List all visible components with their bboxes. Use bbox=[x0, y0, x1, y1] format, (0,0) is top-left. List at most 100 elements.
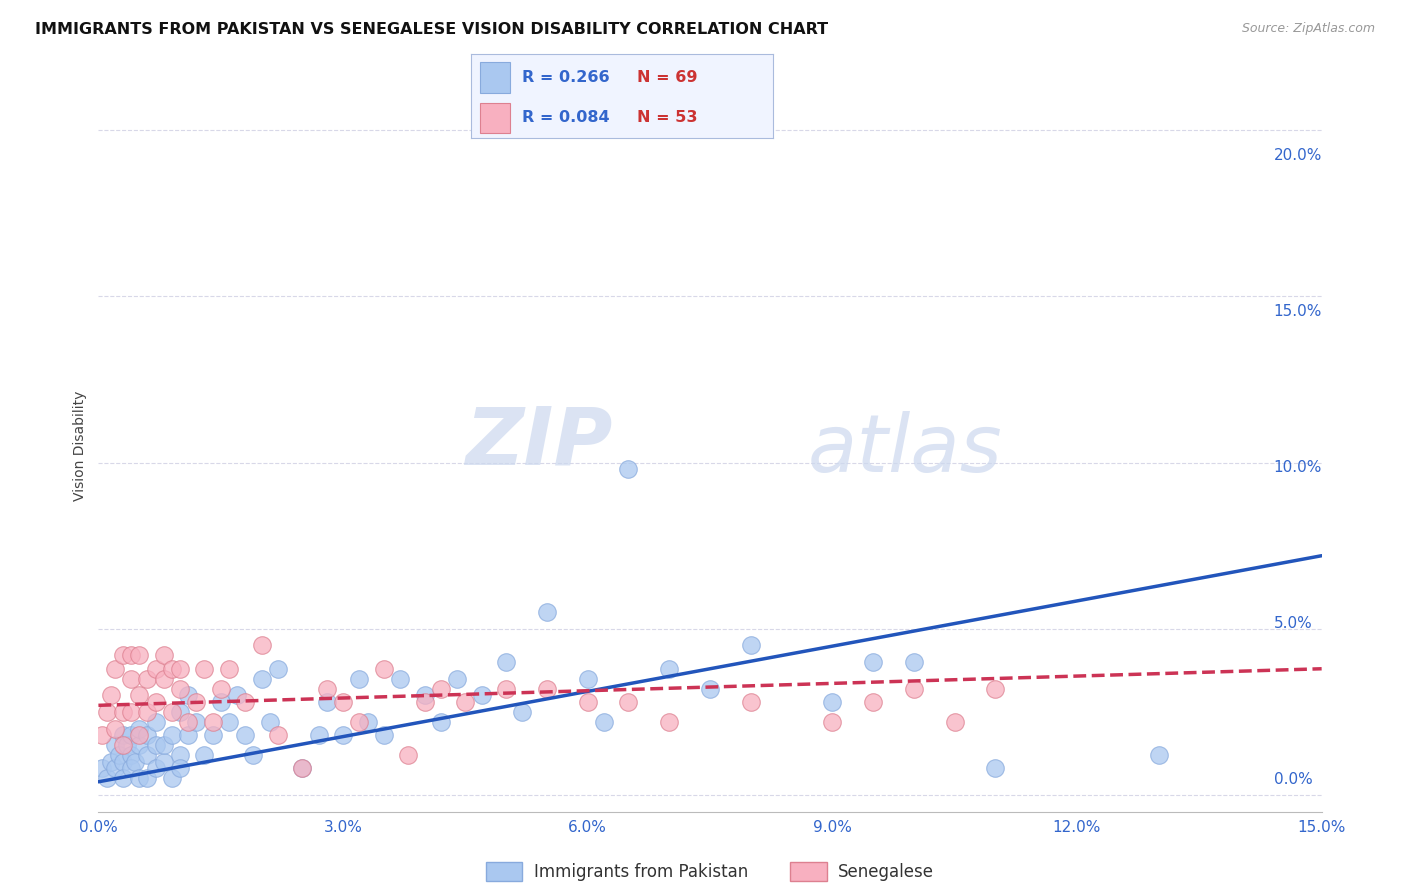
Point bbox=[564, 599, 586, 614]
Point bbox=[266, 703, 288, 717]
Point bbox=[527, 671, 550, 685]
Point bbox=[963, 746, 986, 760]
Point bbox=[309, 631, 332, 645]
Point bbox=[194, 733, 217, 747]
Point bbox=[176, 740, 198, 755]
Point bbox=[169, 715, 191, 730]
Point bbox=[818, 703, 841, 717]
Point bbox=[222, 662, 245, 676]
Point bbox=[673, 653, 696, 667]
Point bbox=[360, 715, 382, 730]
Point bbox=[201, 715, 224, 730]
Point bbox=[281, 703, 304, 717]
Point bbox=[382, 715, 405, 730]
Point bbox=[405, 703, 427, 717]
Point bbox=[245, 715, 267, 730]
Point bbox=[456, 683, 478, 698]
Text: N = 69: N = 69 bbox=[637, 70, 697, 85]
Point bbox=[215, 683, 238, 698]
Point bbox=[179, 746, 201, 760]
Point bbox=[238, 746, 260, 760]
Point bbox=[194, 662, 217, 676]
Point bbox=[208, 756, 231, 770]
Point bbox=[745, 631, 768, 645]
Point bbox=[710, 671, 733, 685]
Point bbox=[396, 703, 419, 717]
Point bbox=[215, 703, 238, 717]
Point bbox=[433, 662, 456, 676]
Point bbox=[543, 693, 565, 707]
Point bbox=[194, 746, 217, 760]
Point bbox=[855, 646, 877, 660]
Point bbox=[186, 740, 209, 755]
Text: atlas: atlas bbox=[807, 415, 1002, 493]
Point bbox=[194, 715, 217, 730]
Point bbox=[470, 703, 492, 717]
FancyBboxPatch shape bbox=[479, 62, 510, 93]
Text: R = 0.266: R = 0.266 bbox=[523, 70, 627, 85]
Point bbox=[186, 756, 209, 770]
Text: R = 0.084: R = 0.084 bbox=[523, 111, 627, 126]
Point bbox=[215, 746, 238, 760]
Point bbox=[274, 683, 297, 698]
Point bbox=[186, 724, 209, 739]
Point bbox=[183, 733, 205, 747]
Point bbox=[891, 671, 914, 685]
Point bbox=[492, 683, 515, 698]
Point bbox=[245, 703, 267, 717]
Point bbox=[231, 715, 253, 730]
Point bbox=[222, 724, 245, 739]
Point bbox=[963, 671, 986, 685]
Point bbox=[208, 733, 231, 747]
Point bbox=[527, 646, 550, 660]
Point bbox=[201, 724, 224, 739]
Point bbox=[745, 683, 768, 698]
Point bbox=[186, 640, 209, 655]
Point bbox=[637, 466, 659, 480]
Point bbox=[295, 715, 318, 730]
Point bbox=[172, 693, 194, 707]
Legend: Immigrants from Pakistan, Senegalese: Immigrants from Pakistan, Senegalese bbox=[489, 832, 952, 864]
Point bbox=[309, 662, 332, 676]
Point bbox=[252, 703, 274, 717]
Point bbox=[855, 683, 877, 698]
Point bbox=[928, 703, 950, 717]
Point bbox=[506, 678, 529, 692]
Point bbox=[231, 756, 253, 770]
Point bbox=[201, 640, 224, 655]
Point bbox=[252, 683, 274, 698]
Point bbox=[419, 715, 441, 730]
Point bbox=[176, 678, 198, 692]
Point bbox=[179, 653, 201, 667]
Point bbox=[186, 693, 209, 707]
Point bbox=[281, 653, 304, 667]
Point bbox=[346, 746, 368, 760]
Point bbox=[470, 671, 492, 685]
Point bbox=[238, 693, 260, 707]
Point bbox=[600, 683, 623, 698]
Point bbox=[419, 653, 441, 667]
Point bbox=[600, 662, 623, 676]
Point bbox=[302, 733, 325, 747]
Point bbox=[190, 724, 212, 739]
Point bbox=[172, 756, 194, 770]
Point bbox=[295, 683, 318, 698]
Point bbox=[208, 715, 231, 730]
Point bbox=[222, 740, 245, 755]
Point bbox=[382, 683, 405, 698]
Text: ZIP: ZIP bbox=[486, 408, 633, 486]
Point bbox=[179, 724, 201, 739]
Point bbox=[197, 740, 219, 755]
Point bbox=[201, 708, 224, 723]
Point bbox=[201, 678, 224, 692]
Point bbox=[266, 715, 288, 730]
Point bbox=[325, 715, 347, 730]
Point bbox=[231, 653, 253, 667]
Point bbox=[179, 708, 201, 723]
Point bbox=[673, 703, 696, 717]
Point bbox=[484, 662, 506, 676]
Point bbox=[325, 653, 347, 667]
Point bbox=[208, 662, 231, 676]
Point bbox=[891, 646, 914, 660]
Text: IMMIGRANTS FROM PAKISTAN VS SENEGALESE VISION DISABILITY CORRELATION CHART: IMMIGRANTS FROM PAKISTAN VS SENEGALESE V… bbox=[35, 22, 828, 37]
